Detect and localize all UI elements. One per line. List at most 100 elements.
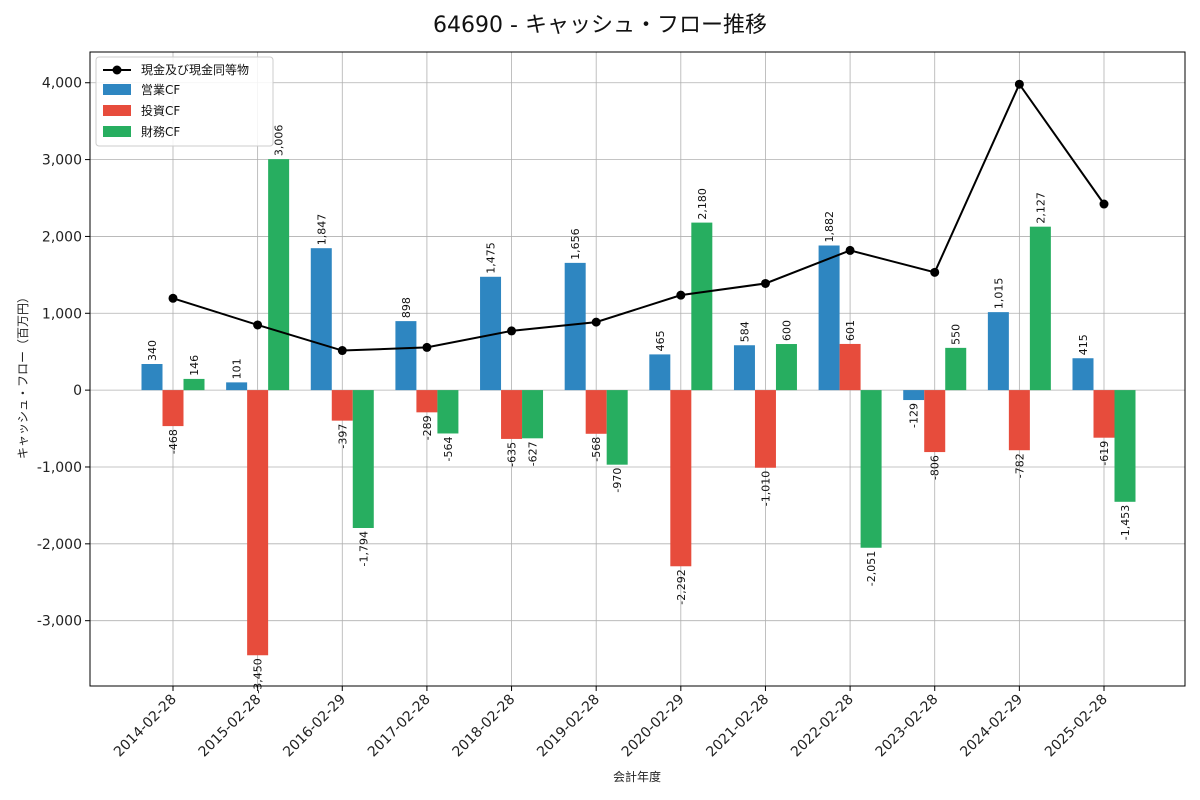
bar [903, 390, 925, 401]
bar [437, 390, 459, 434]
bar-value-label: -970 [611, 468, 624, 493]
bar-value-label: 3,006 [273, 125, 286, 157]
cash-line-point [337, 346, 347, 356]
cash-line-point [1099, 199, 1109, 209]
bar-value-label: 101 [231, 358, 244, 379]
bar [480, 276, 502, 391]
bar [247, 390, 269, 656]
bar-value-label: -2,292 [675, 569, 688, 604]
legend-swatch-financing [103, 126, 131, 137]
cash-line-point [168, 293, 178, 303]
cash-line-path [172, 82, 1105, 352]
bar-value-label: 584 [738, 321, 751, 342]
bar-value-label: 600 [780, 320, 793, 341]
legend-marker-swatch [112, 65, 122, 75]
bar-value-label: 1,882 [823, 211, 836, 243]
bar [183, 378, 205, 391]
bar-value-label: -289 [421, 415, 434, 440]
cash-line-point [422, 342, 432, 352]
cash-line-point [253, 320, 263, 330]
bar [501, 390, 523, 439]
y-tick-label: 0 [73, 383, 82, 399]
bar [162, 390, 184, 427]
bar-value-label: -1,453 [1119, 505, 1132, 540]
y-tick-label: 1,000 [42, 306, 82, 322]
bar-value-label: 550 [950, 324, 963, 345]
cash-line-point [676, 290, 686, 300]
legend-label-operating: 営業CF [141, 83, 180, 97]
bar-value-label: -782 [1013, 453, 1026, 478]
bar-value-labels: 340 101 1,847 898 1,475 1,656 465 584 1,882 -129 1… [146, 125, 1132, 694]
bar-value-label: -129 [908, 403, 921, 428]
bar [1008, 390, 1030, 451]
bar [670, 390, 692, 567]
bar [691, 222, 713, 391]
cash-line-point [760, 278, 770, 288]
legend-label-financing: 財務CF [141, 124, 180, 139]
bar [416, 390, 438, 413]
bar [1093, 390, 1115, 438]
bar [945, 347, 967, 391]
bar [818, 245, 840, 391]
bar [226, 382, 248, 391]
bar [1072, 358, 1094, 391]
y-axis-title: キャッシュ・フロー（百万円） [16, 291, 30, 459]
bar [839, 343, 861, 391]
bar [268, 159, 290, 391]
bar [775, 344, 797, 391]
bar [1029, 226, 1051, 391]
chart-title: 64690 - キャッシュ・フロー推移 [433, 13, 767, 38]
x-axis-title: 会計年度 [613, 769, 661, 784]
legend-swatch-operating [103, 84, 131, 95]
bars [141, 159, 1136, 656]
legend: 現金及び現金同等物 営業CF 投資CF 財務CF [95, 56, 274, 147]
bar-value-label: 340 [146, 340, 159, 361]
cash-line [168, 79, 1109, 356]
legend-swatch-investing [103, 105, 131, 116]
cash-line-point [845, 245, 855, 255]
bar-value-label: -1,010 [759, 471, 772, 506]
bar-value-label: 415 [1077, 334, 1090, 355]
bar [987, 312, 1009, 391]
bar [1114, 390, 1136, 502]
y-axis: -3,000 -2,000 -1,000 0 1,000 2,000 3,000 4,000 [37, 76, 90, 630]
bar-value-label: -397 [336, 424, 349, 449]
y-tick-label: 3,000 [42, 153, 82, 169]
bar-value-label: 2,180 [696, 188, 709, 220]
y-tick-label: 4,000 [42, 76, 82, 92]
bar-value-label: -627 [527, 441, 540, 466]
bar [352, 390, 374, 528]
cash-line-point [591, 317, 601, 327]
bar-value-label: 601 [844, 320, 857, 341]
bar-value-label: 465 [654, 330, 667, 351]
bar [649, 354, 671, 391]
bar [924, 390, 946, 453]
y-tick-label: -3,000 [37, 614, 82, 630]
bar [585, 390, 607, 434]
legend-label-investing: 投資CF [141, 103, 180, 118]
bar-value-label: -806 [929, 455, 942, 480]
bar [606, 390, 628, 465]
bar-value-label: -2,051 [865, 551, 878, 586]
bar-value-label: 898 [400, 297, 413, 318]
bar-value-label: -468 [167, 429, 180, 454]
bar-value-label: -635 [506, 442, 519, 467]
cash-line-point [930, 267, 940, 277]
bar [754, 390, 776, 468]
bar-value-label: -619 [1098, 441, 1111, 466]
legend-label-cash: 現金及び現金同等物 [141, 62, 249, 77]
y-tick-label: 2,000 [42, 229, 82, 245]
bar-value-label: -1,794 [357, 531, 370, 566]
bar-value-label: 1,847 [315, 214, 328, 246]
legend-box [95, 56, 274, 147]
bar [141, 364, 163, 391]
bar-value-label: -568 [590, 437, 603, 462]
bar-value-label: -3,450 [252, 658, 265, 693]
bar-value-label: 2,127 [1034, 192, 1047, 224]
bar [860, 390, 882, 548]
bar-value-label: -564 [442, 436, 455, 461]
cash-line-point [1014, 79, 1024, 89]
bar-value-label: 146 [188, 355, 201, 376]
bar [522, 390, 544, 439]
